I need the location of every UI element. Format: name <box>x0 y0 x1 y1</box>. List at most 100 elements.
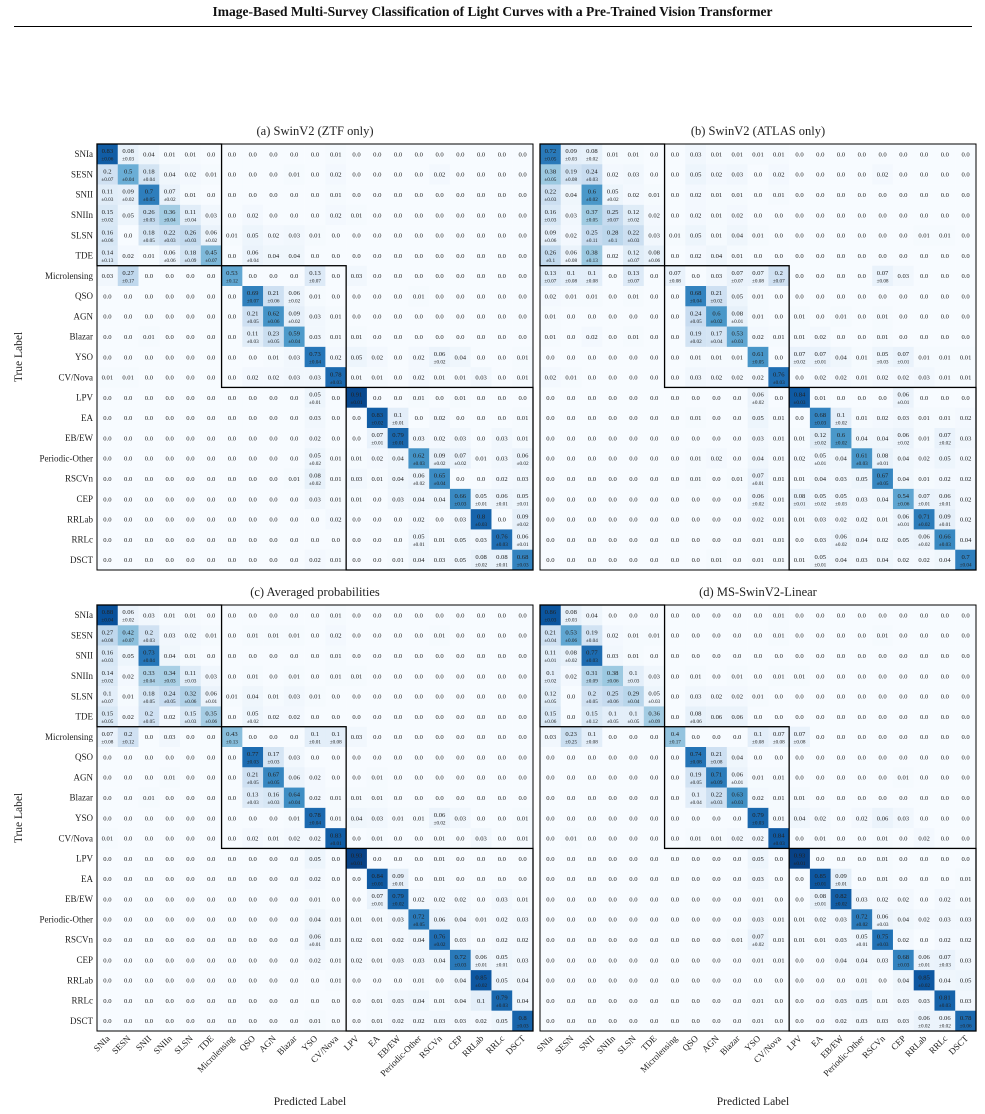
cell-value: 0.0 <box>816 253 825 260</box>
cell-value: 0.0 <box>671 653 680 660</box>
cell-std: ±0.08 <box>330 739 342 745</box>
cell-value: 0.0 <box>352 172 361 179</box>
matrix-cell <box>540 306 561 327</box>
matrix-cell <box>470 306 492 327</box>
cell-value: 0.08 <box>877 452 889 459</box>
matrix-cell <box>664 387 686 408</box>
matrix-cell <box>602 286 624 307</box>
cell-value: 0.01 <box>939 375 951 382</box>
x-tick-label: SNIIn <box>594 1033 617 1056</box>
matrix-cell <box>221 828 243 849</box>
cell-value: 0.0 <box>518 314 527 321</box>
cell-value: 0.0 <box>567 998 576 1005</box>
cell-value: 0.0 <box>394 192 403 199</box>
x-tick-label: RSCVn <box>417 1033 444 1060</box>
matrix-cell <box>491 686 513 707</box>
matrix-cell <box>643 265 665 287</box>
matrix-cell <box>346 468 368 490</box>
cell-value: 0.0 <box>415 714 424 721</box>
cell-std: ±0.05 <box>752 360 764 366</box>
cell-value: 0.0 <box>567 754 576 761</box>
cell-value: 0.0 <box>837 172 846 179</box>
cell-value: 0.0 <box>816 633 825 640</box>
matrix-cell <box>97 164 118 185</box>
cell-value: 0.0 <box>629 375 638 382</box>
cell-value: 0.0 <box>124 856 133 863</box>
cell-std: ±0.01 <box>392 420 404 426</box>
matrix-cell <box>221 726 243 748</box>
cell-value: 0.0 <box>878 694 887 701</box>
matrix-cell <box>180 184 202 206</box>
cell-std: ±0.02 <box>122 618 134 624</box>
matrix-cell <box>200 549 222 571</box>
matrix-cell <box>726 448 748 469</box>
cell-value: 0.01 <box>330 815 342 822</box>
cell-value: 0.0 <box>671 775 680 782</box>
matrix-cell <box>221 367 243 388</box>
matrix-cell <box>623 448 645 469</box>
cell-value: 0.03 <box>351 476 363 483</box>
cell-value: 0.04 <box>835 557 847 564</box>
matrix-cell <box>408 428 430 449</box>
y-tick-label: Microlensing <box>45 732 93 742</box>
cell-value: 0.0 <box>311 537 320 544</box>
cell-value: 0.06 <box>434 351 446 358</box>
cell-std: ±0.03 <box>122 157 134 163</box>
matrix-cell <box>512 286 534 307</box>
matrix-cell <box>449 387 471 408</box>
cell-value: 0.06 <box>752 493 764 500</box>
cell-value: 0.0 <box>920 633 929 640</box>
cell-value: 0.0 <box>207 517 216 524</box>
cell-value: 0.0 <box>754 212 763 219</box>
cell-value: 0.0 <box>332 998 341 1005</box>
cell-value: 0.0 <box>456 334 465 341</box>
matrix-cell <box>366 889 388 910</box>
matrix-cell <box>221 868 243 890</box>
y-tick-label: RRLc <box>72 996 94 1006</box>
cell-value: 0.0 <box>249 172 258 179</box>
matrix-cell <box>408 225 430 246</box>
matrix-cell <box>512 868 534 890</box>
cell-value: 0.0 <box>629 754 638 761</box>
cell-value: 0.16 <box>268 792 280 799</box>
cell-value: 0.04 <box>517 998 529 1005</box>
matrix-cell <box>706 387 728 408</box>
matrix-cell <box>200 144 222 165</box>
cell-value: 0.04 <box>731 233 743 240</box>
matrix-cell <box>491 387 513 408</box>
matrix-cell <box>768 488 790 510</box>
cell-value: 0.72 <box>545 148 557 155</box>
cell-std: ±0.05 <box>690 319 702 325</box>
y-tick-label: SNIIn <box>71 210 93 220</box>
cell-std: ±0.17 <box>669 739 681 745</box>
cell-value: 0.03 <box>815 537 827 544</box>
cell-value: 0.0 <box>207 896 216 903</box>
cell-value: 0.01 <box>752 775 764 782</box>
cell-value: 0.02 <box>690 192 702 199</box>
cell-value: 0.0 <box>692 537 701 544</box>
matrix-cell <box>491 889 513 910</box>
matrix-cell <box>325 428 347 449</box>
cell-value: 0.0 <box>332 435 341 442</box>
matrix-cell <box>346 346 368 368</box>
matrix-cell <box>560 428 582 449</box>
cell-std: ±0.06 <box>648 258 660 264</box>
matrix-cell <box>387 706 409 727</box>
cell-value: 0.0 <box>920 795 929 802</box>
cell-value: 0.0 <box>712 896 721 903</box>
x-tick-label: LPV <box>785 1033 804 1052</box>
matrix-cell <box>747 306 769 327</box>
cell-value: 0.0 <box>858 151 867 158</box>
cell-value: 0.0 <box>207 496 216 503</box>
cell-value: 0.0 <box>588 496 597 503</box>
cell-value: 0.02 <box>939 476 951 483</box>
matrix-cell <box>138 747 160 768</box>
cell-std: ±0.01 <box>877 461 889 467</box>
cell-std: ±0.02 <box>475 562 487 568</box>
cell-value: 0.0 <box>186 957 195 964</box>
matrix-cell <box>581 346 603 368</box>
cell-value: 0.02 <box>752 836 764 843</box>
matrix-cell <box>325 286 347 307</box>
matrix-cell <box>117 747 139 768</box>
cell-value: 0.0 <box>588 456 597 463</box>
